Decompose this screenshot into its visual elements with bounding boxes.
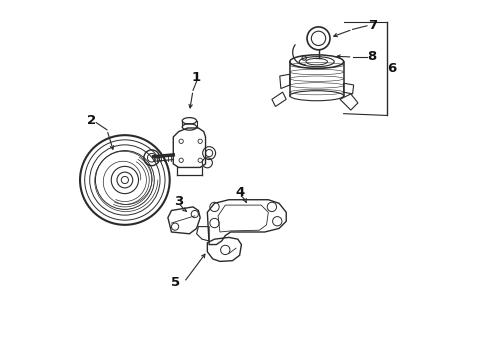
Text: 8: 8 bbox=[368, 50, 377, 63]
Text: 6: 6 bbox=[388, 62, 397, 75]
Text: 5: 5 bbox=[171, 276, 180, 289]
Text: 4: 4 bbox=[235, 186, 244, 199]
Text: 3: 3 bbox=[174, 195, 183, 208]
Text: 2: 2 bbox=[87, 114, 96, 127]
Text: 1: 1 bbox=[192, 71, 201, 84]
Text: 7: 7 bbox=[368, 19, 377, 32]
